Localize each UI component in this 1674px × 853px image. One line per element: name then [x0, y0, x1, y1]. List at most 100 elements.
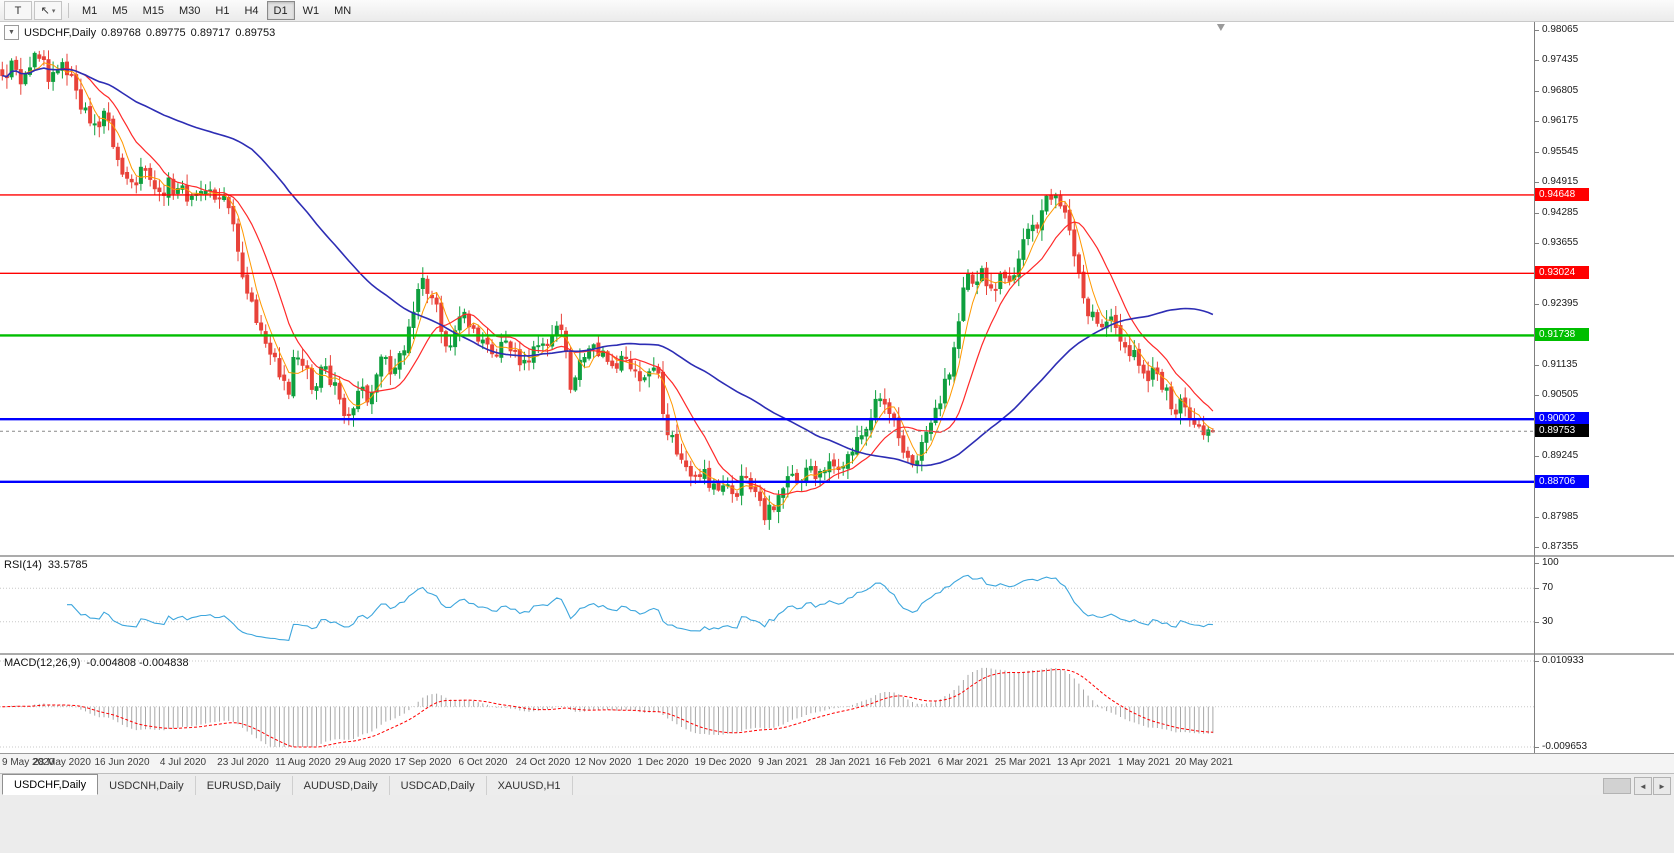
- macd-tick-label: -0.009653: [1542, 741, 1588, 752]
- timeframe-d1-button[interactable]: D1: [266, 1, 295, 20]
- price-tick-label: 0.92395: [1542, 297, 1579, 309]
- date-label: 28 Jan 2021: [815, 757, 871, 768]
- macd-pane: 0.010933 -0.009653 MACD(12,26,9) -0.00480…: [0, 655, 1674, 753]
- date-label: 25 Mar 2021: [994, 757, 1052, 768]
- macd-name: MACD(12,26,9): [4, 657, 81, 669]
- timeframe-h1-button[interactable]: H1: [215, 4, 230, 17]
- macd-histogram: [6, 667, 1214, 747]
- symbol-period-label: USDCHF,Daily: [24, 26, 97, 39]
- rsi-pane: 100 70 30 RSI(14) 33.5785: [0, 557, 1674, 653]
- candles-down: [0, 50, 1215, 525]
- axis-tick: [1535, 588, 1539, 590]
- tab-scroll-thumb[interactable]: [1603, 778, 1631, 794]
- axis-tick: [1535, 747, 1539, 748]
- axis-tick: [1535, 151, 1539, 153]
- collapse-chart-icon[interactable]: ▼: [4, 25, 19, 40]
- tab-scrollbar: ◄ ►: [1603, 777, 1671, 795]
- ma-5-line: [2, 62, 1214, 507]
- price-tick-label: 0.95545: [1542, 145, 1579, 157]
- rsi-tick-label: 30: [1542, 615, 1554, 627]
- macd-signal-line: [2, 668, 1213, 748]
- hline-price-tag: 0.90002: [1535, 412, 1589, 426]
- text-tool-button[interactable]: T: [4, 1, 32, 20]
- pane-separator[interactable]: [0, 555, 1674, 557]
- tab-scroll-right-button[interactable]: ►: [1653, 777, 1671, 795]
- macd-plot-area[interactable]: [0, 655, 1534, 753]
- timeframe-w1-button[interactable]: W1: [302, 4, 320, 17]
- price-tick-label: 0.96175: [1542, 115, 1579, 127]
- rsi-value: 33.5785: [47, 559, 88, 571]
- axis-tick: [1535, 364, 1539, 366]
- axis-tick: [1535, 621, 1539, 623]
- rsi-label: RSI(14) 33.5785: [4, 559, 88, 571]
- date-label: 19 Dec 2020: [694, 757, 752, 768]
- price-tick-label: 0.94915: [1542, 176, 1579, 188]
- macd-tick-label: 0.010933: [1542, 655, 1584, 666]
- date-label: 9 Jan 2021: [758, 757, 808, 768]
- toolbar-separator: [68, 3, 69, 18]
- date-label: 13 Apr 2021: [1057, 757, 1111, 768]
- chart-tab-usdcad[interactable]: USDCAD,Daily: [390, 776, 487, 795]
- timeframe-mn-button[interactable]: MN: [334, 4, 352, 17]
- axis-border: [1534, 22, 1535, 753]
- timeframe-m5-button[interactable]: M5: [112, 4, 128, 17]
- chart-tab-audusd[interactable]: AUDUSD,Daily: [293, 776, 390, 795]
- dropdown-caret-icon: ▾: [51, 7, 56, 15]
- date-label: 11 Aug 2020: [275, 757, 331, 768]
- date-label: 1 Dec 2020: [637, 757, 689, 768]
- date-label: 29 Aug 2020: [334, 757, 392, 768]
- axis-tick: [1535, 303, 1539, 305]
- date-label: 6 Oct 2020: [458, 757, 508, 768]
- candlestick-plot-area[interactable]: [0, 22, 1534, 555]
- chart-tab-usdchf[interactable]: USDCHF,Daily: [2, 774, 99, 795]
- price-open: 0.89768: [101, 26, 141, 39]
- price-tick-label: 0.87985: [1542, 510, 1579, 522]
- timeframe-h4-button[interactable]: H4: [244, 4, 259, 17]
- price-tick-label: 0.94285: [1542, 206, 1579, 218]
- rsi-tick-label: 100: [1542, 557, 1559, 568]
- chart-tab-usdcnh[interactable]: USDCNH,Daily: [98, 776, 196, 795]
- chart-tabs: USDCHF,Daily USDCNH,Daily EURUSD,Daily AUDU…: [2, 774, 573, 795]
- chart-title: ▼ USDCHF,Daily 0.89768 0.89775 0.89717 0…: [4, 25, 275, 40]
- tab-scroll-left-button[interactable]: ◄: [1634, 777, 1652, 795]
- rsi-plot-area[interactable]: [0, 557, 1534, 653]
- rsi-name: RSI(14): [4, 559, 42, 571]
- axis-tick: [1535, 90, 1539, 92]
- axis-tick: [1535, 455, 1539, 457]
- rsi-line: [67, 574, 1213, 642]
- axis-tick: [1535, 121, 1539, 123]
- window-bottom-strip: [0, 795, 1674, 853]
- date-label: 1 May 2021: [1117, 757, 1171, 768]
- timeframe-m1-button[interactable]: M1: [82, 4, 98, 17]
- timeframe-m30-button[interactable]: M30: [178, 4, 201, 17]
- timeframe-group: M1 M5 M15 M30 H1 H4 D1 W1 MN: [75, 1, 359, 20]
- date-label: 28 May 2020: [33, 757, 91, 768]
- main-chart-pane: 0.98065 0.97435 0.96805 0.96175 0.95545 0.949…: [0, 22, 1674, 555]
- axis-tick: [1535, 394, 1539, 396]
- pane-separator[interactable]: [0, 653, 1674, 655]
- cursor-tool-button[interactable]: ↖ ▾: [34, 1, 62, 20]
- price-tick-label: 0.96805: [1542, 84, 1579, 96]
- price-tick-label: 0.90505: [1542, 388, 1579, 400]
- price-tick-label: 0.97435: [1542, 54, 1579, 66]
- axis-tick: [1535, 563, 1539, 564]
- ma-55-line: [2, 67, 1214, 467]
- axis-tick: [1535, 212, 1539, 214]
- hline-price-tag: 0.94648: [1535, 187, 1589, 201]
- date-label: 12 Nov 2020: [574, 757, 632, 768]
- date-label: 23 Jul 2020: [217, 757, 269, 768]
- price-low: 0.89717: [190, 26, 231, 39]
- chart-tab-xauusd[interactable]: XAUUSD,H1: [487, 776, 573, 795]
- chart-shift-marker[interactable]: [1216, 24, 1225, 31]
- price-axis[interactable]: 0.98065 0.97435 0.96805 0.96175 0.95545 0.949…: [1535, 22, 1674, 555]
- axis-tick: [1535, 661, 1539, 662]
- date-label: 16 Jun 2020: [94, 757, 150, 768]
- time-axis[interactable]: 9 May 2020 28 May 2020 16 Jun 2020 4 Jul 20…: [0, 753, 1674, 773]
- timeframe-m15-button[interactable]: M15: [142, 4, 164, 17]
- price-tick-label: 0.87355: [1542, 541, 1579, 552]
- chart-tab-bar: USDCHF,Daily USDCNH,Daily EURUSD,Daily AUDU…: [0, 773, 1674, 795]
- date-label: 4 Jul 2020: [159, 757, 207, 768]
- price-tick-label: 0.91135: [1542, 358, 1578, 370]
- chart-tab-eurusd[interactable]: EURUSD,Daily: [196, 776, 293, 795]
- toolbar: T ↖ ▾ M1 M5 M15 M30 H1 H4 D1 W1 MN: [0, 0, 1674, 22]
